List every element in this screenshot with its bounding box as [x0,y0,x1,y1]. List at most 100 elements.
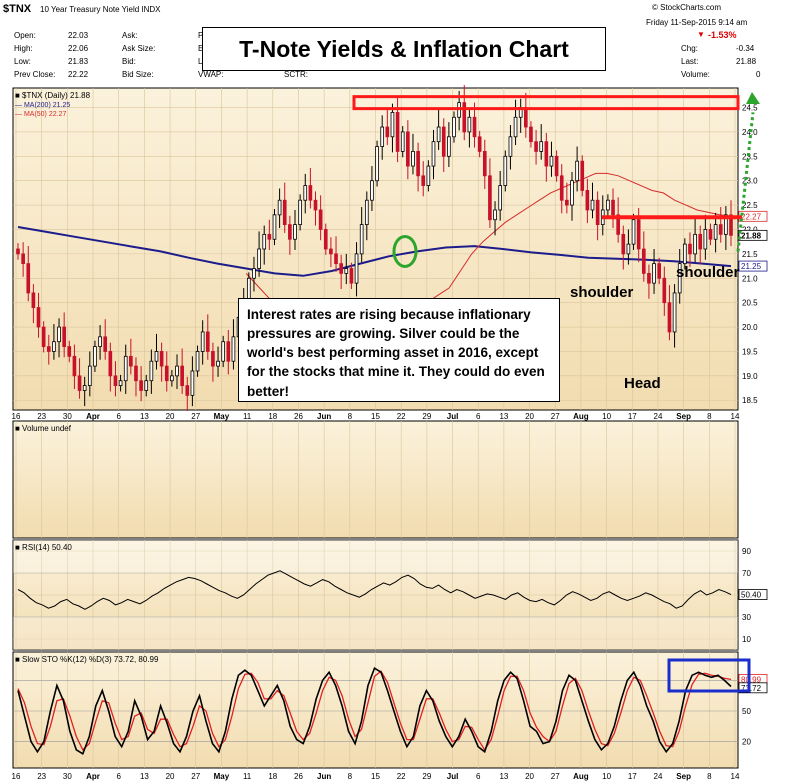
candle-body [231,336,236,362]
rsi-line [17,570,732,610]
x-tick-label-bottom: 29 [422,772,431,781]
candle-body [523,107,528,128]
candle-body [729,214,733,236]
field-prevclose-value: 22.22 [68,70,89,79]
candle-body [359,224,364,255]
candle-body [534,141,538,152]
candle-body [57,326,61,343]
x-tick-label-top: 27 [191,412,200,421]
x-tick-label-bottom: 8 [348,772,353,781]
x-tick-label-top: 27 [551,412,560,421]
x-tick-label-top: Jul [447,412,459,421]
x-tick-label-top: 6 [476,412,481,421]
candle-body [118,380,123,387]
field-open-label: Open: [14,31,36,40]
candle-body [277,199,282,216]
field-high-value: 22.06 [68,44,89,53]
candle-body [467,116,472,133]
candle-body [262,233,267,250]
vwap-label: VWAP: [198,70,224,79]
x-tick-label-bottom: 10 [602,772,611,781]
x-tick-label-bottom: 6 [476,772,481,781]
candle-body [139,380,143,391]
x-tick-label-top: 6 [116,412,121,421]
rsi-y-tick: 10 [742,635,751,644]
candle-body [436,126,441,143]
rsi-overbought-band [13,540,738,573]
candle-body [313,199,318,211]
candle-body [400,131,405,152]
candle-body [282,199,287,226]
field-ask-label: Ask: [122,31,138,40]
candle-body [190,370,195,396]
price-y-tick: 18.5 [742,396,758,405]
candle-body [657,263,662,279]
candle-body [411,151,415,167]
candle-body [103,336,108,352]
candle-body [180,365,184,387]
candle-body [113,375,118,387]
x-tick-label-bottom: 14 [731,772,740,781]
candle-body [108,351,113,377]
candle-body [21,253,25,265]
candle-body [683,243,687,265]
candle-body [559,175,564,201]
candle-body [77,375,82,391]
field-chg-value: -0.34 [736,44,755,53]
price-y-tick: 20.0 [742,323,758,332]
x-tick-label-top: 29 [422,412,431,421]
candle-body [205,331,210,352]
candle-body [164,365,169,382]
quote-header: $TNX 10 Year Treasury Note Yield INDX © … [0,0,800,88]
sto-highlight-box [667,658,751,693]
projection-arrow [736,112,755,252]
candle-body [46,346,51,352]
candle-body [431,141,436,167]
candle-body [349,268,354,284]
candle-body [323,229,328,250]
sto-k-last-box [738,682,768,694]
field-last-value: 21.88 [736,57,757,66]
candle-body [441,126,446,157]
change-down-icon: ▼ [697,30,705,39]
legend-volume: ■ Volume undef [15,424,72,433]
x-tick-label-top: May [214,412,230,421]
candle-body [508,136,513,157]
x-tick-label-bottom: 20 [166,772,175,781]
candle-body [375,146,379,182]
candle-body [713,224,718,240]
x-tick-label-bottom: 6 [116,772,121,781]
field-bidsize-label: Bid Size: [122,70,154,79]
candle-body [36,307,41,328]
price-y-tick: 21.0 [742,274,758,283]
candle-body [616,214,620,235]
x-tick-label-top: Sep [676,412,691,421]
price-y-tick: 23.0 [742,177,758,186]
last-value-box [738,260,768,272]
x-tick-label-top: Aug [573,412,589,421]
candle-body [477,136,482,152]
candle-body [482,151,487,177]
field-volume-label: Volume: [681,70,710,79]
rsi-y-tick: 30 [742,613,751,622]
candle-body [344,268,349,274]
candle-body [641,248,646,274]
field-asksize-label: Ask Size: [122,44,156,53]
candle-body [293,224,297,240]
legend-ma50: — MA(50) 22.27 [15,111,66,118]
candle-body [52,341,56,352]
x-tick-label-bottom: 30 [63,772,72,781]
candle-body [334,253,338,265]
x-tick-label-bottom: Aug [573,772,589,781]
candle-body [693,233,697,255]
x-tick-label-bottom: May [214,772,230,781]
candle-body [452,116,456,138]
ma200-line [17,226,732,277]
candle-body [554,155,559,177]
candle-body [62,326,66,347]
x-tick-label-top: 22 [397,412,406,421]
candle-body [416,151,420,177]
rsi-y-tick: 70 [742,569,751,578]
candle-body [647,272,651,284]
x-tick-label-top: 11 [243,412,252,421]
